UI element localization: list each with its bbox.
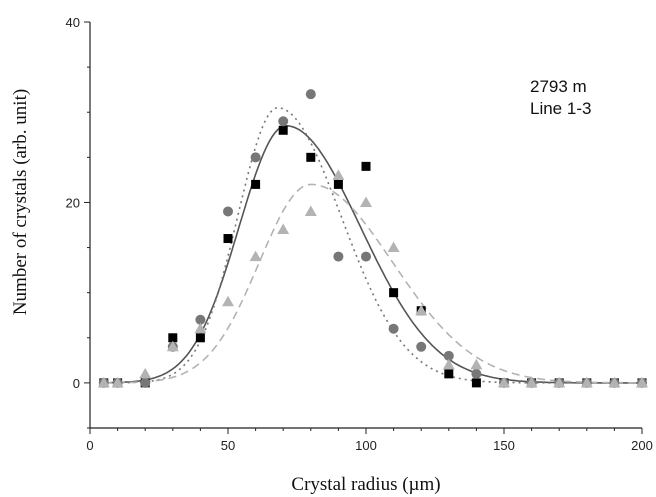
circle-point	[361, 251, 371, 262]
triangle-point	[387, 241, 400, 253]
triangle-point	[304, 205, 317, 216]
x-tick-label: 100	[355, 438, 377, 453]
circle-point	[250, 152, 261, 163]
triangle-point	[442, 358, 455, 370]
y-tick-label: 40	[66, 15, 80, 30]
data-markers	[97, 89, 648, 388]
y-axis-title: Number of crystals (arb. unit)	[10, 89, 31, 315]
square-point	[195, 333, 205, 343]
triangle-point	[580, 376, 593, 388]
square-point	[333, 179, 343, 189]
square-point	[361, 161, 371, 171]
triangle-point	[194, 322, 207, 334]
square-point	[168, 333, 178, 343]
axes: 0 50 100 150 200 0 20 40	[66, 15, 653, 453]
triangle-point	[139, 367, 152, 379]
triangle-point	[97, 376, 110, 388]
triangle-point	[498, 376, 510, 388]
x-tick-label: 200	[631, 438, 653, 453]
triangle-point	[470, 358, 483, 370]
x-tick-label: 150	[493, 438, 515, 453]
x-axis-title: Crystal radius (µm)	[291, 474, 440, 495]
triangle-point	[360, 196, 372, 207]
triangle-point	[415, 304, 428, 316]
annotation-depth: 2793 m	[530, 77, 587, 96]
triangle-point	[277, 223, 290, 235]
square-point	[306, 152, 316, 162]
annotation-line: Line 1-3	[530, 99, 591, 118]
fit-curve-dotted	[103, 106, 642, 384]
circle-point	[278, 116, 289, 127]
circle-point	[416, 341, 427, 352]
triangle-point	[608, 376, 621, 388]
circle-point	[388, 323, 399, 334]
square-point	[251, 179, 261, 189]
triangle-point	[525, 376, 538, 388]
square-point	[471, 378, 481, 388]
circle-point	[140, 377, 151, 388]
circle-point	[471, 368, 482, 379]
square-point	[444, 369, 454, 379]
square-point	[278, 125, 288, 135]
triangle-point	[222, 295, 234, 307]
triangle-point	[553, 376, 566, 388]
square-point	[389, 288, 399, 298]
circle-point	[195, 314, 206, 325]
fit-curve-solid	[103, 124, 642, 384]
fit-curve-dashed	[103, 183, 642, 384]
x-tick-label: 50	[221, 438, 235, 453]
triangle-point	[636, 376, 648, 388]
circle-point	[333, 251, 344, 262]
fit-curves	[103, 106, 642, 384]
y-tick-label: 20	[66, 195, 80, 210]
x-tick-label: 0	[86, 438, 93, 453]
circle-point	[305, 89, 316, 100]
triangle-point	[166, 340, 179, 352]
triangle-point	[249, 250, 262, 262]
triangle-point	[332, 169, 345, 180]
circle-point	[443, 350, 454, 361]
square-point	[223, 234, 233, 244]
y-tick-label: 0	[73, 376, 80, 391]
circle-point	[223, 206, 233, 217]
triangle-point	[111, 376, 124, 388]
